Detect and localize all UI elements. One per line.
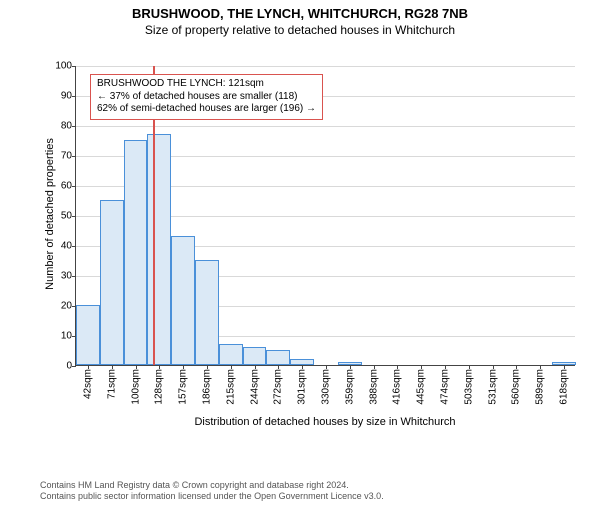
- ytick-label: 20: [61, 301, 76, 312]
- histogram-bar: [147, 134, 171, 365]
- histogram-bar: [76, 305, 100, 365]
- xtick-label: 157sqm: [178, 369, 189, 405]
- page-subtitle: Size of property relative to detached ho…: [0, 23, 600, 37]
- xtick-label: 186sqm: [201, 369, 212, 405]
- xtick-label: 244sqm: [249, 369, 260, 405]
- gridline: [76, 66, 575, 67]
- xtick-label: 503sqm: [463, 369, 474, 405]
- xtick-label: 100sqm: [130, 369, 141, 405]
- annotation-line-3: 62% of semi-detached houses are larger (…: [97, 103, 316, 116]
- plot-area: 010203040506070809010042sqm71sqm100sqm12…: [75, 66, 575, 366]
- page-title: BRUSHWOOD, THE LYNCH, WHITCHURCH, RG28 7…: [0, 6, 600, 21]
- xtick-label: 388sqm: [368, 369, 379, 405]
- ytick-label: 50: [61, 211, 76, 222]
- ytick-label: 0: [66, 361, 76, 372]
- x-axis-label: Distribution of detached houses by size …: [75, 416, 575, 428]
- histogram-bar: [266, 350, 290, 365]
- footer-line-2: Contains public sector information licen…: [40, 491, 384, 502]
- xtick-label: 71sqm: [106, 369, 117, 399]
- xtick-label: 560sqm: [511, 369, 522, 405]
- xtick-label: 215sqm: [225, 369, 236, 405]
- xtick-label: 272sqm: [273, 369, 284, 405]
- chart-container: 0 10 20 30 40 50 60 70 80 90 100 42sqm 71sqm 100sqm 12…: [40, 62, 580, 432]
- xtick-label: 416sqm: [392, 369, 403, 405]
- histogram-bar: [219, 344, 243, 365]
- ytick-label: 30: [61, 271, 76, 282]
- histogram-bar: [100, 200, 124, 365]
- ytick-label: 90: [61, 91, 76, 102]
- ytick-label: 100: [55, 61, 76, 72]
- ytick-label: 10: [61, 331, 76, 342]
- y-axis-label: Number of detached properties: [44, 129, 56, 299]
- xtick-label: 128sqm: [154, 369, 165, 405]
- xtick-label: 618sqm: [559, 369, 570, 405]
- ytick-label: 40: [61, 241, 76, 252]
- histogram-bar: [124, 140, 148, 365]
- xtick-label: 474sqm: [440, 369, 451, 405]
- ytick-label: 60: [61, 181, 76, 192]
- annotation-line-2: ← 37% of detached houses are smaller (11…: [97, 91, 316, 104]
- histogram-bar: [243, 347, 267, 365]
- ytick-label: 80: [61, 121, 76, 132]
- xtick-label: 330sqm: [321, 369, 332, 405]
- footer-line-1: Contains HM Land Registry data © Crown c…: [40, 480, 384, 491]
- annotation-line-1: BRUSHWOOD THE LYNCH: 121sqm: [97, 78, 316, 91]
- histogram-bar: [171, 236, 195, 365]
- xtick-label: 301sqm: [297, 369, 308, 405]
- xtick-label: 531sqm: [487, 369, 498, 405]
- histogram-bar: [195, 260, 219, 365]
- xtick-label: 589sqm: [535, 369, 546, 405]
- xtick-label: 445sqm: [416, 369, 427, 405]
- xtick-label: 42sqm: [82, 369, 93, 399]
- footer: Contains HM Land Registry data © Crown c…: [40, 480, 384, 502]
- annotation-box: BRUSHWOOD THE LYNCH: 121sqm← 37% of deta…: [90, 74, 323, 120]
- gridline: [76, 126, 575, 127]
- xtick-label: 359sqm: [344, 369, 355, 405]
- ytick-label: 70: [61, 151, 76, 162]
